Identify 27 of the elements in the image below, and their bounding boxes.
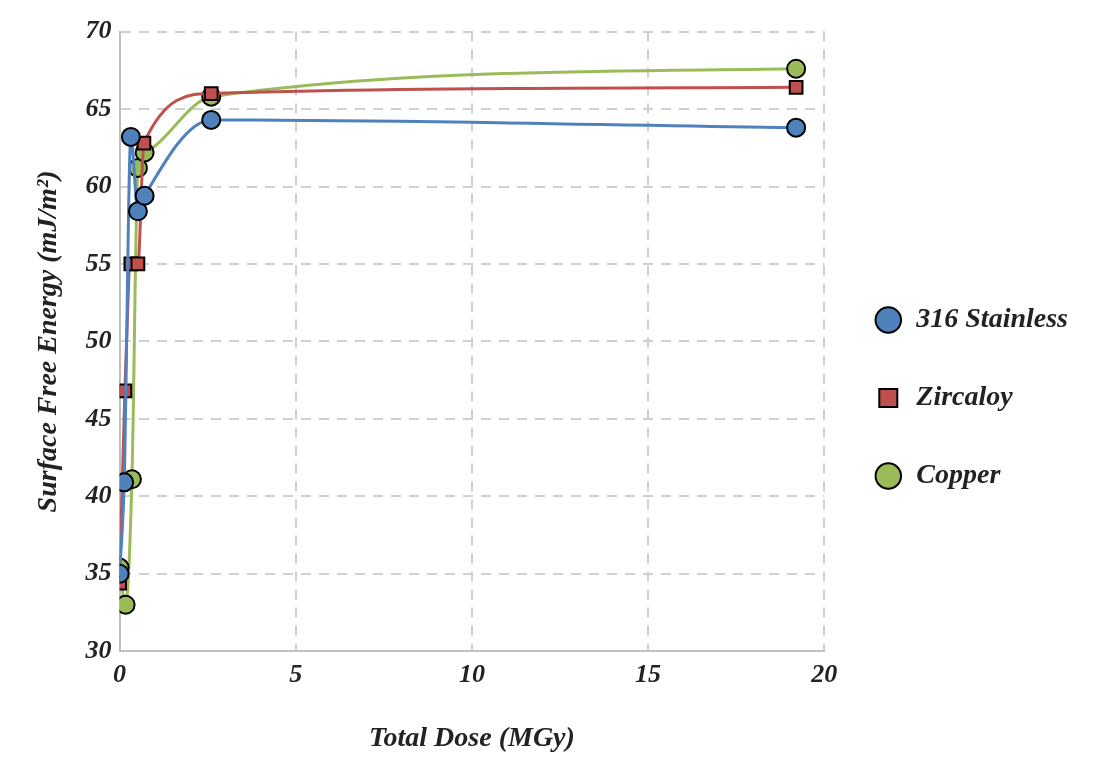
- point: [786, 58, 807, 79]
- y-tick-label: 60: [85, 170, 112, 200]
- x-tick-label: 20: [810, 658, 838, 688]
- legend-label: 316 Stainless: [915, 302, 1069, 334]
- x-tick-label: 15: [635, 658, 662, 688]
- y-tick-label: 30: [84, 634, 112, 664]
- y-tick-label: 40: [84, 480, 112, 510]
- x-tick-label: 0: [113, 658, 127, 688]
- y-tick-label: 65: [85, 92, 112, 122]
- point: [127, 201, 148, 222]
- legend-label: Zircaloy: [915, 380, 1014, 412]
- y-tick-label: 70: [85, 15, 112, 45]
- y-tick-label: 35: [84, 557, 112, 587]
- point: [134, 185, 155, 206]
- legend-label: Copper: [916, 458, 1002, 490]
- y-tick-label: 50: [85, 325, 112, 355]
- x-tick-label: 5: [289, 658, 303, 688]
- y-axis-title: Surface Free Energy (mJ/m²): [31, 170, 63, 513]
- x-tick-label: 10: [458, 658, 485, 688]
- point: [786, 117, 807, 138]
- point: [130, 256, 146, 272]
- point: [201, 109, 222, 130]
- y-tick-label: 55: [85, 247, 112, 277]
- point: [120, 126, 141, 147]
- y-tick-label: 45: [84, 402, 112, 432]
- x-axis-title: Total Dose (MGy): [369, 721, 575, 753]
- point: [788, 80, 804, 95]
